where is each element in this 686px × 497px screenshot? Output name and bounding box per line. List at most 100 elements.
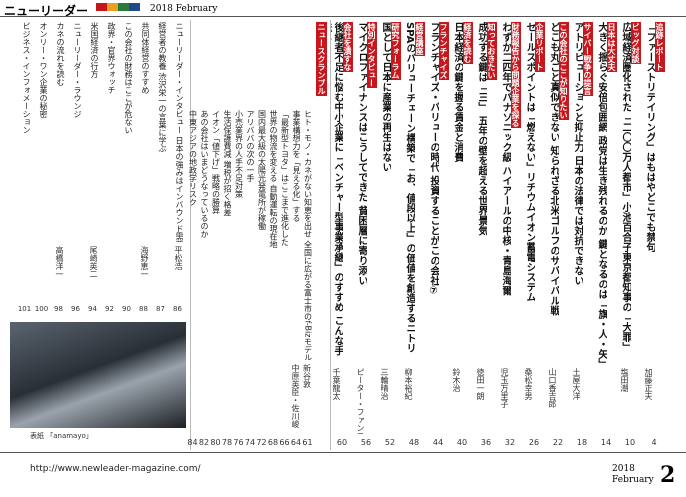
feature-title: 「ファーストリテイリング」はもはやどこでも禁句: [644, 22, 655, 252]
feature-title: どこも丸ごと真似できない 知られざる北米ゴルフのサバイバル戦: [548, 22, 559, 316]
feature-tag: 特別インタビュー: [367, 22, 377, 88]
column-title: ニューリーダー・ラウンジ: [73, 22, 82, 118]
column-title: カネの流れを読む: [56, 22, 65, 86]
feature-tag: サイバー戦争の提言: [583, 22, 593, 96]
news-author: 新谷敦: [302, 364, 312, 388]
feature-page: 10: [624, 438, 636, 447]
color-stripe: [96, 3, 140, 11]
column-title: この会社の財務はここが危ない: [124, 22, 133, 134]
news-title: 「最新型トヨタ」はここまで進化した: [280, 110, 290, 246]
feature-title: 日本経済の鍵を握る賃金と消費: [452, 22, 463, 162]
column-title: 政界・官界ウォッチ: [107, 22, 116, 94]
feature-title: 成功する鍵は「三」 五年の壁を超える世界景気: [476, 22, 487, 236]
news-tag: ニュースクランブル: [316, 22, 327, 96]
column-page: 94: [88, 305, 97, 313]
column-page: 92: [105, 305, 114, 313]
column-page: 86: [173, 305, 182, 313]
feature-page: 32: [504, 438, 516, 447]
magazine-name: ニューリーダー: [4, 4, 89, 18]
feature-tag: 研究フォーラム: [391, 22, 401, 80]
feature-title: 大きく揺らぐ安倍包囲網 政党は生き残れるのか 鍵となるのは「旗・人・矢」: [596, 22, 607, 369]
feature-page: 52: [384, 438, 396, 447]
feature-tag: 企業リポート: [535, 22, 545, 72]
header-rule: [0, 16, 686, 17]
feature-page: 40: [456, 438, 468, 447]
news-title: あの会社はいまどうなっているのか: [200, 110, 209, 238]
news-page: 72: [256, 438, 267, 447]
news-page: 78: [221, 438, 233, 447]
feature-author: 三輪晴治: [380, 368, 389, 400]
page-number: 2: [660, 462, 676, 488]
feature-tag: 追跡レポート: [655, 22, 665, 72]
feature-title: SPAのバリューチェーン構築で「お、値段以上」の価値を創造するニトリ: [404, 22, 415, 354]
footer-year: 2018: [612, 464, 635, 474]
feature-page: 48: [408, 438, 420, 447]
feature-page: 18: [576, 438, 588, 447]
photo-caption: 表紙 「anamayo」: [30, 432, 93, 440]
feature-author: 山口香吉郎: [548, 368, 557, 408]
column-page: 88: [139, 305, 148, 313]
issue: 2018 February: [150, 4, 218, 14]
feature-author: 徳田一朗: [476, 368, 485, 400]
column-title: ニューリーダー・インタビュー 日本の強みはインバウンド需要: [175, 22, 184, 242]
feature-title: アトリビューションと抑止力 日本の法律では対抗できない: [572, 22, 583, 286]
feature-author: 柳本裕紀: [404, 368, 413, 400]
column-title: ビジネス・インフォメーション: [22, 22, 31, 134]
news-page: 84: [187, 438, 198, 447]
news-title: 国内最大級の太陽光発電所が稼働: [257, 110, 267, 230]
feature-tag: 経済を読む: [463, 22, 473, 64]
feature-tag: 財務報告から問題企業を探る: [511, 22, 521, 128]
news-title: 世界の物流を変える 自動運転の現在地: [269, 110, 278, 249]
news-page: 64: [290, 438, 302, 447]
feature-page: 60: [336, 438, 348, 447]
feature-author: 児玉万里子: [500, 368, 509, 408]
feature-title: マイクロファイナンスはこうしてできた 貧困層に寄り添い: [356, 22, 367, 286]
news-title: 中東アジアの地政学リスク: [188, 110, 198, 206]
feature-page: 4: [651, 438, 657, 447]
column-page: 98: [54, 305, 63, 313]
feature-title: わずか二四年でパナソニック級 ハイアールの中核・青島海爾: [500, 22, 511, 296]
feature-author: ピーター・ファンヨーニ: [356, 368, 365, 434]
feature-page: 14: [600, 438, 612, 447]
news-title: ヒト・モノ・カネがない知恵を出せ 全国に広がる富士市のf-Bizモデル: [303, 110, 313, 360]
feature-tag: フランチャイズ: [439, 22, 449, 80]
column-author: 平松浩: [174, 246, 183, 270]
feature-author: 千葉龍太: [332, 368, 341, 400]
feature-page: 56: [360, 438, 372, 447]
cover-photo: [10, 322, 186, 428]
feature-page: 36: [480, 438, 492, 447]
footer-month: February: [612, 475, 654, 485]
feature-title: 後継者不足に悩む中小企業に「ベンチャー型事業承継」のすすめ こんな手法も: [332, 22, 343, 356]
news-title: イオン「値下げ」戦略の勝算: [211, 110, 221, 214]
feature-page: 22: [552, 438, 564, 447]
column-page: 90: [122, 305, 131, 313]
feature-tag: この会社のここが知りたい: [559, 22, 569, 120]
url: http://www.newleader-magazine.com/: [30, 464, 201, 474]
news-page: 82: [198, 438, 210, 447]
news-page: 61: [302, 438, 313, 447]
column-page: 100: [34, 305, 49, 313]
news-title: 事業構想力を「見える化」する: [292, 110, 301, 222]
feature-author: 鈴木治: [452, 368, 461, 392]
news-page: 74: [244, 438, 256, 447]
feature-author: 加藤正夫: [644, 368, 653, 400]
feature-tag: 日本は大丈夫: [607, 22, 617, 72]
feature-page: 44: [432, 438, 444, 447]
column-page: 101: [17, 305, 32, 313]
column-title: 経営者の教養 渋沢栄一の言葉に学ぶ: [158, 22, 167, 153]
feature-tag: 経営講座: [415, 22, 425, 56]
news-page: 80: [210, 438, 221, 447]
feature-title: セールスポイントは「燃えない」リチウムイオン蓄電システム: [524, 22, 535, 302]
news-title: 生活保護費減 増税が招く格差: [223, 110, 232, 217]
feature-author: 土屋大洋: [572, 368, 581, 400]
feature-title: 国として日本に産業の再生はない: [380, 22, 391, 172]
column-page: 87: [156, 305, 165, 313]
column-title: 共同体経営のすすめ: [141, 22, 150, 94]
feature-page: 26: [528, 438, 540, 447]
divider: [330, 20, 331, 450]
feature-title: フランチャイズ・バリューの時代 投資することがこの会社⑦: [428, 22, 439, 297]
feature-title: 広域経済圏化された「二〇〇万人都市」小池百合子東京都知事の「大罪」: [620, 22, 631, 352]
news-page: 68: [267, 438, 279, 447]
news-author: 中原英臣・佐川峻: [291, 364, 300, 428]
